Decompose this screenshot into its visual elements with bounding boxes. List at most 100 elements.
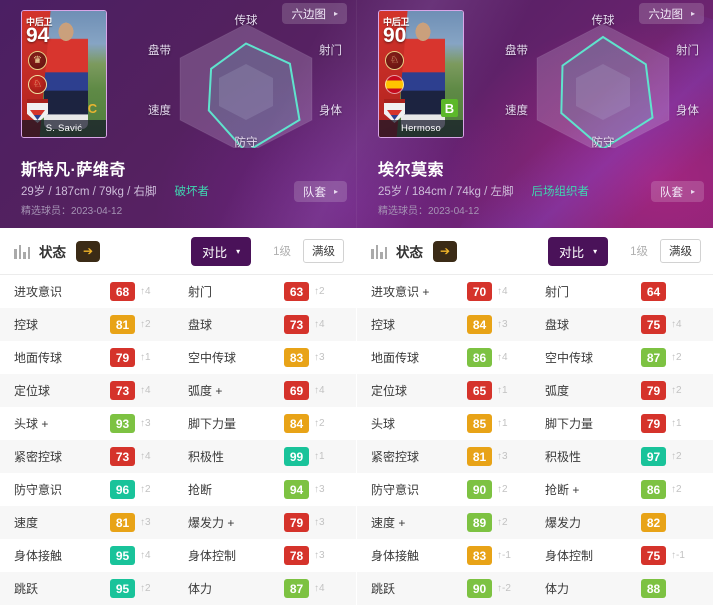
stat-label: 地面传球 [14,351,63,365]
stat-label: 射门 [188,285,213,299]
stat-value-badge: 75 [641,315,666,334]
stat-label: 抢断 [188,483,213,497]
stat-delta: ↑2 [314,418,325,429]
level-min-option-right[interactable]: 1级 [630,246,648,258]
stat-value-badge: 73 [110,381,135,400]
stat-row: 进攻意识 + 70 ↑4 射门 64 [357,275,713,308]
stat-row: 身体接触 95 ↑4 身体控制 78 ↑3 [0,539,356,572]
stat-row: 地面传球 86 ↑4 空中传球 87 ↑2 [357,341,713,374]
stat-cell: 爆发力 82 [535,513,713,532]
stat-row: 速度 + 89 ↑2 爆发力 82 [357,506,713,539]
stat-delta: ↑2 [497,484,508,495]
toolbar-left: 状态 ➔ 对比 ▾ 1级 满级 [0,228,356,274]
player-featured-date-left: 精选球员：2023-04-12 [21,206,123,217]
stat-delta: ↑2 [140,319,151,330]
hexagon-view-label: 六边图 [648,8,683,21]
stat-label: 爆发力 + [188,516,235,530]
level-min-option-left[interactable]: 1级 [273,246,291,258]
stat-label: 头球 [371,417,396,431]
stat-value-badge: 83 [467,546,492,565]
stat-row: 紧密控球 81 ↑3 积极性 97 ↑2 [357,440,713,473]
player-card-left[interactable]: 中后卫 94 ♛ ♘ C S. Savić [21,10,107,138]
stat-value-badge: 88 [641,579,666,598]
stat-label: 身体接触 [371,549,420,563]
chevron-right-icon: ▸ [690,187,695,196]
stat-row: 定位球 73 ↑4 弧度 + 69 ↑4 [0,374,356,407]
stat-label: 盘球 [188,318,213,332]
stat-cell: 定位球 65 ↑1 [357,381,535,400]
stat-row: 跳跃 95 ↑2 体力 87 ↑4 [0,572,356,605]
radar-axis-label-dribbling: 盘带 [505,45,528,57]
stat-cell: 积极性 97 ↑2 [535,447,713,466]
stat-label: 防守意识 [14,483,63,497]
stat-delta: ↑4 [140,550,151,561]
status-arrow-button-left[interactable]: ➔ [76,240,100,262]
stat-delta: ↑2 [140,583,151,594]
stat-label: 空中传球 [188,351,237,365]
compare-label: 对比 [202,245,228,260]
stat-value-badge: 81 [110,315,135,334]
stat-delta: ↑4 [314,319,325,330]
squad-button-left[interactable]: 队套 ▸ [293,181,347,202]
stat-value-badge: 79 [641,381,666,400]
stat-cell: 射门 64 [535,282,713,301]
stat-cell: 防守意识 96 ↑2 [0,480,178,499]
radar-axis-label-defending: 防守 [234,137,258,149]
stat-cell: 紧密控球 73 ↑4 [0,447,178,466]
player-card-right[interactable]: 中后卫 90 ♘ B Hermoso [378,10,464,138]
stat-delta: ↑3 [314,517,325,528]
radar-series-polygon [560,35,654,148]
radar-axis-label-passing: 传球 [234,15,258,27]
stat-cell: 爆发力 + 79 ↑3 [178,513,356,532]
player-meta-left: 29岁 / 187cm / 79kg / 右脚 破坏者 [21,183,209,199]
stat-value-badge: 83 [284,348,309,367]
radar-axis-label-passing: 传球 [591,15,615,27]
player-name-left: 斯特凡·萨维奇 [21,162,126,179]
stat-label: 定位球 [371,384,408,398]
stat-delta: ↑4 [140,286,151,297]
compare-dropdown-left[interactable]: 对比 ▾ [191,236,252,266]
stat-row: 进攻意识 68 ↑4 射门 63 ↑2 [0,275,356,308]
stat-delta: ↑4 [140,451,151,462]
stat-row: 控球 84 ↑3 盘球 75 ↑4 [357,308,713,341]
radar-chart-right: 传球 射门 身体 防守 速度 盘带 [505,6,699,149]
stat-value-badge: 95 [110,579,135,598]
stat-value-badge: 87 [641,348,666,367]
stat-label: 跳跃 [371,582,396,596]
hexagon-view-button[interactable]: 六边图 ▸ [282,3,347,24]
stat-cell: 空中传球 83 ↑3 [178,348,356,367]
status-arrow-button-right[interactable]: ➔ [433,240,457,262]
toolbar-row: 状态 ➔ 对比 ▾ 1级 满级 状态 ➔ 对比 ▾ [0,228,713,275]
compare-dropdown-right[interactable]: 对比 ▾ [548,236,609,266]
player-attributes: 29岁 / 187cm / 79kg / 右脚 [21,186,157,198]
stat-cell: 盘球 75 ↑4 [535,315,713,334]
stat-delta: ↑4 [314,583,325,594]
stat-value-badge: 89 [467,513,492,532]
stat-label: 跳跃 [14,582,39,596]
arrow-right-icon: ➔ [439,244,451,258]
league-badge-icon: ♘ [28,75,47,94]
card-rating: 90 [383,24,407,47]
stat-cell: 速度 + 89 ↑2 [357,513,535,532]
level-toggle-right: 1级 满级 [621,239,701,263]
squad-button-right[interactable]: 队套 ▸ [650,181,704,202]
stat-delta: ↑4 [314,385,325,396]
level-max-option-right[interactable]: 满级 [660,239,701,263]
chevron-right-icon: ▸ [690,9,695,18]
stat-value-badge: 99 [284,447,309,466]
stat-label: 控球 [14,318,39,332]
level-max-option-left[interactable]: 满级 [303,239,344,263]
stat-row: 身体接触 83 ↑-1 身体控制 75 ↑-1 [357,539,713,572]
stat-cell: 体力 88 [535,579,713,598]
stat-delta: ↑3 [140,517,151,528]
stat-delta: ↑3 [314,352,325,363]
club-crest-icon: ♛ [28,51,47,70]
stat-delta: ↑1 [140,352,151,363]
stat-value-badge: 64 [641,282,666,301]
stat-value-badge: 90 [467,579,492,598]
stat-value-badge: 95 [110,546,135,565]
radar-axis-label-dribbling: 盘带 [148,45,171,57]
stat-label: 身体接触 [14,549,63,563]
stat-cell: 定位球 73 ↑4 [0,381,178,400]
hexagon-view-button[interactable]: 六边图 ▸ [639,3,704,24]
